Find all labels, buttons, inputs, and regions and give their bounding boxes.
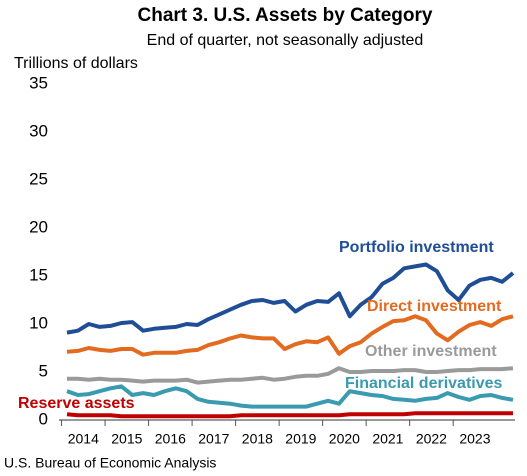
- series-line: [66, 262, 515, 335]
- x-tick-label: 2022: [416, 431, 447, 447]
- y-tick-label: 20: [29, 217, 48, 236]
- x-tick-label: 2017: [198, 431, 229, 447]
- series-label: Reserve assets: [18, 395, 135, 412]
- x-tick-label: 2014: [68, 431, 99, 447]
- source: U.S. Bureau of Economic Analysis: [4, 455, 216, 471]
- series-label: Other investment: [365, 343, 497, 360]
- x-tick-label: 2018: [242, 431, 273, 447]
- chart-subtitle: End of quarter, not seasonally adjusted: [147, 32, 424, 49]
- series-line: [66, 411, 513, 419]
- x-tick-label: 2023: [459, 431, 490, 447]
- y-tick-label: 5: [39, 361, 48, 380]
- y-axis-label: Trillions of dollars: [14, 55, 138, 72]
- series-label: Financial derivatives: [345, 375, 503, 392]
- y-tick-label: 35: [29, 73, 48, 92]
- chart-title: Chart 3. U.S. Assets by Category: [138, 5, 433, 26]
- series-label: Direct investment: [367, 298, 502, 315]
- series-line: [67, 366, 514, 385]
- y-tick-label: 15: [29, 265, 48, 284]
- series-line: [66, 384, 514, 409]
- y-tick-label: 0: [39, 409, 48, 428]
- y-tick-label: 10: [29, 313, 48, 332]
- x-tick-label: 2016: [155, 431, 186, 447]
- x-tick-label: 2015: [111, 431, 142, 447]
- series-line: [66, 314, 514, 357]
- x-tick-label: 2019: [285, 431, 316, 447]
- x-tick-label: 2021: [372, 431, 403, 447]
- y-tick-label: 30: [29, 121, 48, 140]
- y-tick-label: 25: [29, 169, 48, 188]
- x-tick-label: 2020: [329, 431, 360, 447]
- series-label: Portfolio investment: [339, 239, 494, 256]
